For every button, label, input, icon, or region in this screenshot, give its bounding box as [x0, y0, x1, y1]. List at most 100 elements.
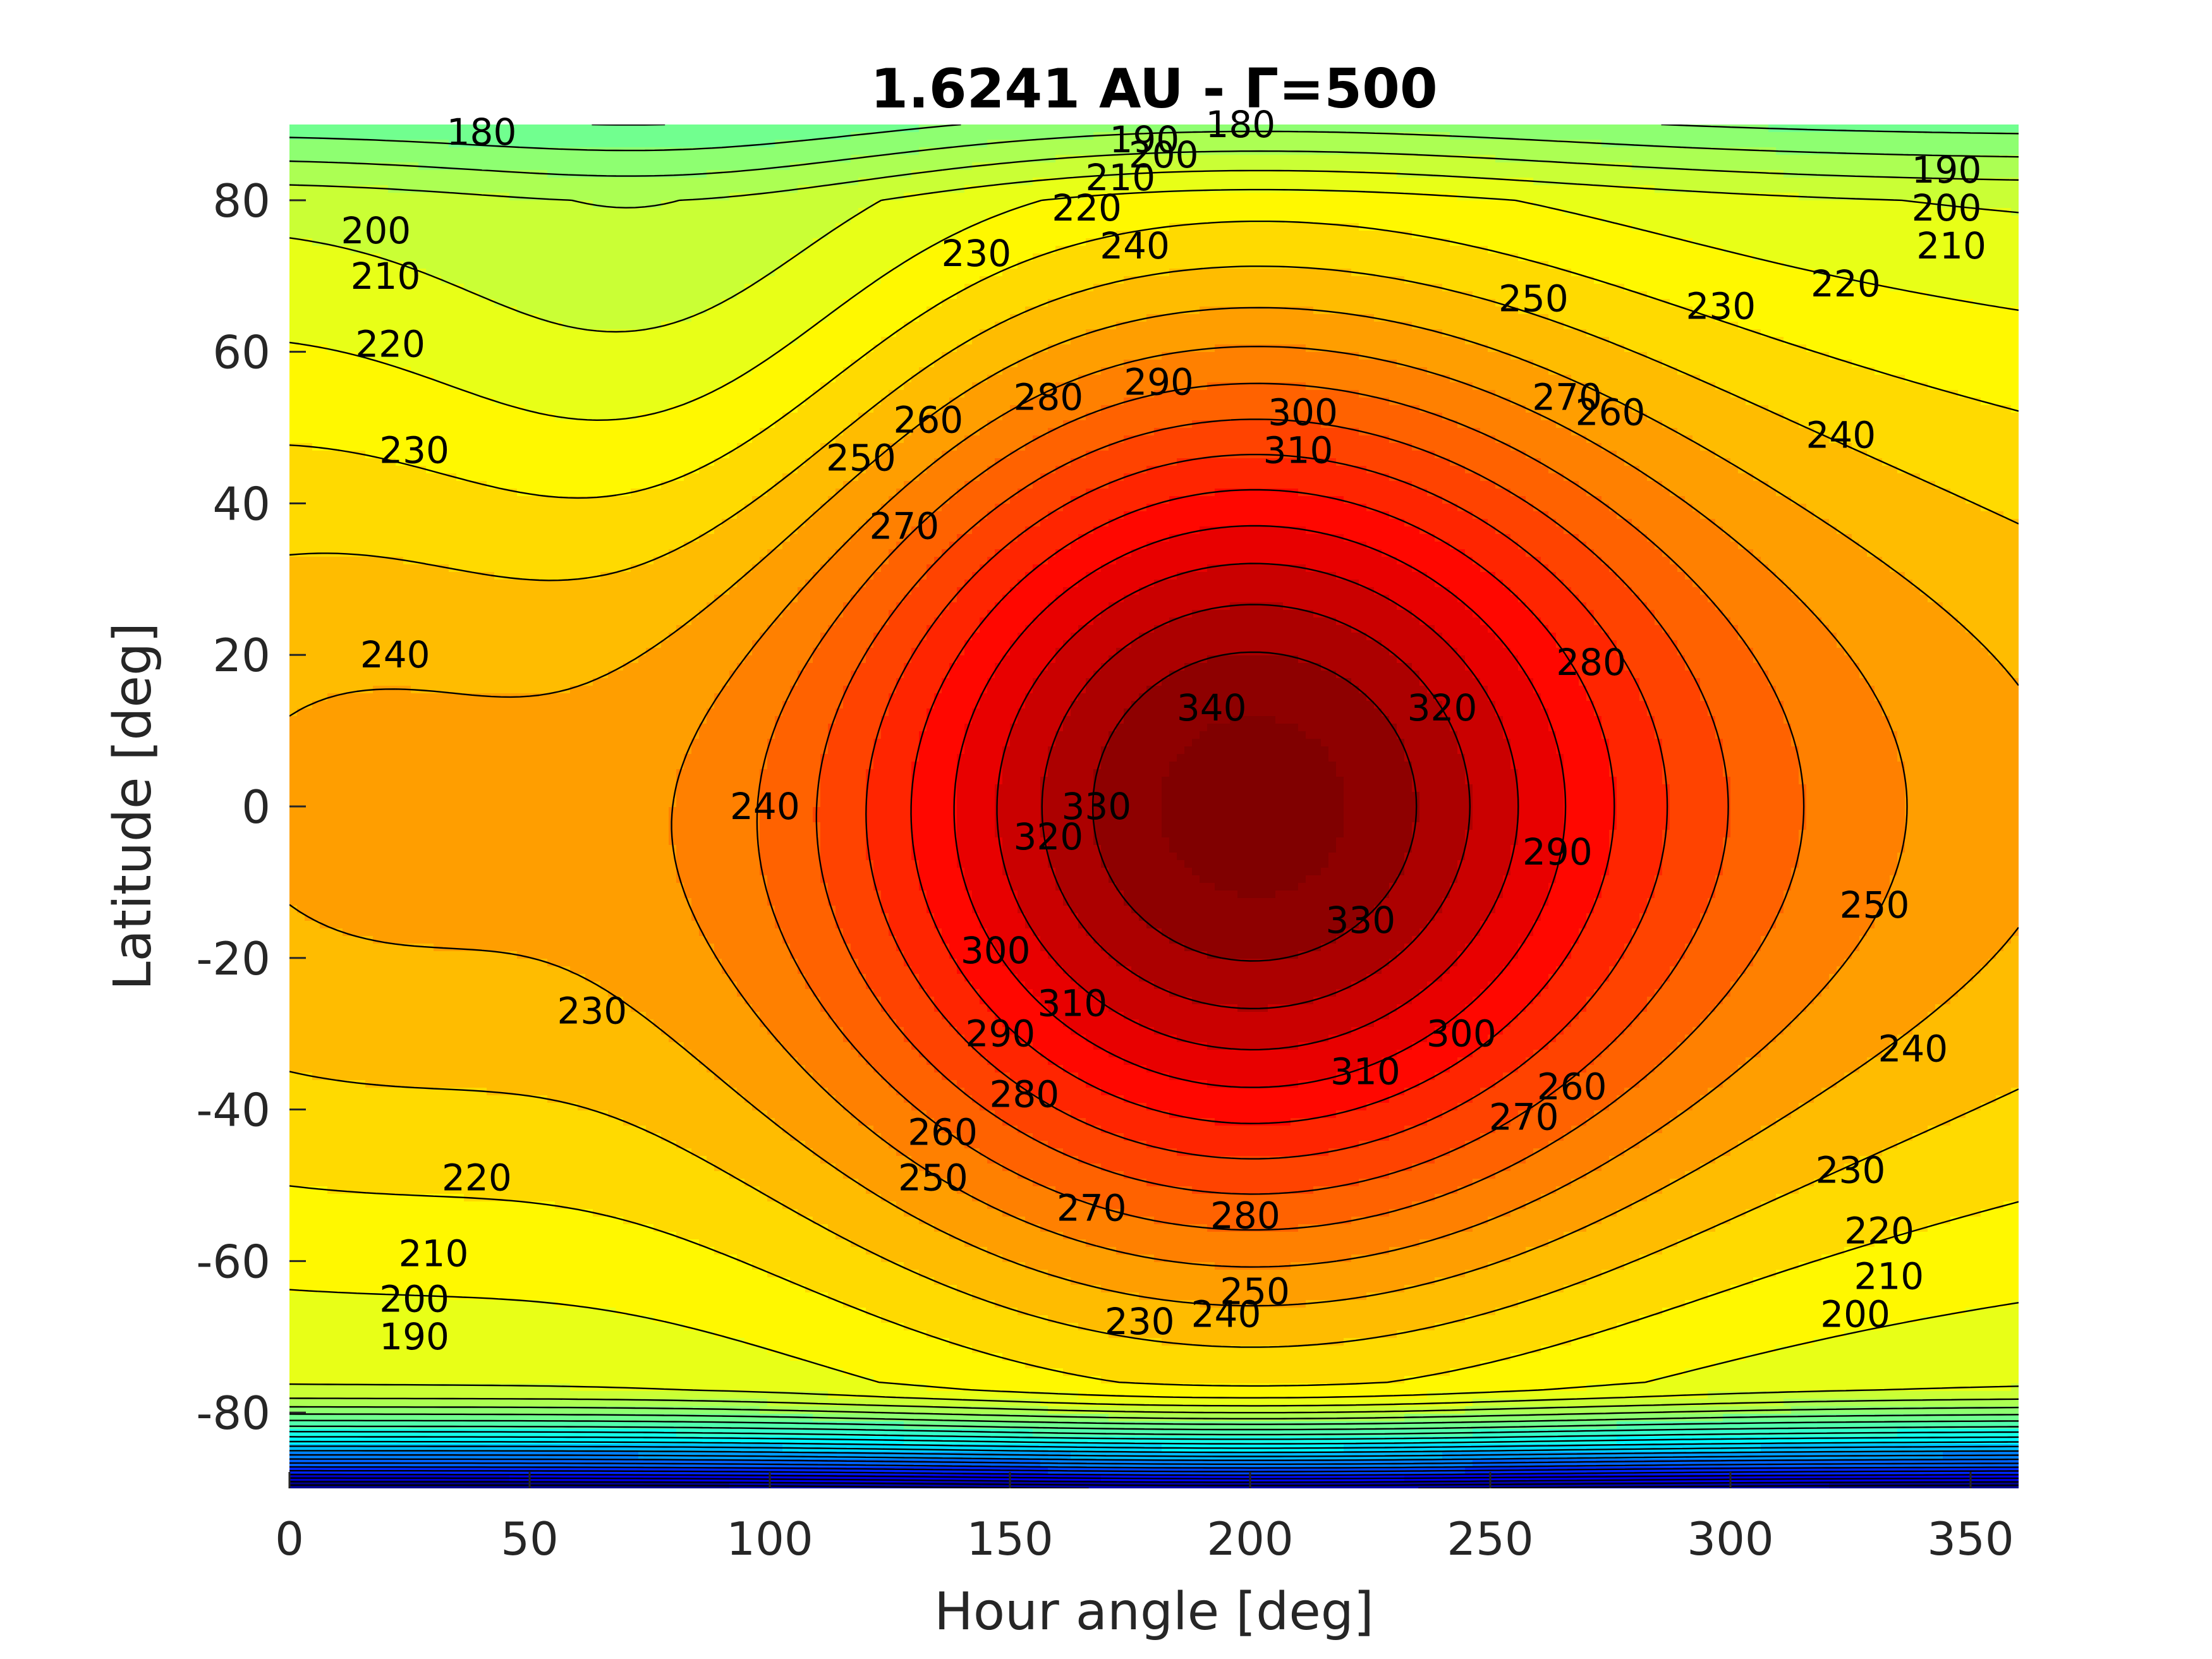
contour-line-90 — [289, 1458, 2019, 1465]
contour-line-30 — [289, 1481, 2019, 1486]
contour-label: 330 — [1061, 785, 1131, 828]
x-tick-label: 150 — [966, 1512, 1053, 1565]
y-tick-label: -60 — [196, 1235, 270, 1288]
contour-label: 310 — [1330, 1050, 1401, 1093]
contour-line-40 — [289, 1477, 2019, 1483]
y-axis-label: Latitude [deg] — [103, 623, 163, 990]
x-tick-label: 350 — [1927, 1512, 2014, 1565]
contour-label: 290 — [965, 1012, 1035, 1055]
contour-line-160 — [289, 1425, 2019, 1436]
contour-line-300 — [910, 489, 1615, 1124]
contour-line-110 — [289, 1450, 2019, 1457]
x-axis-label: Hour angle [deg] — [934, 1582, 1374, 1642]
contour-label: 210 — [351, 255, 421, 298]
contour-labels: 180 1801902002102202402301902002102202302… — [341, 103, 1986, 1358]
y-tick-label: -20 — [196, 932, 270, 985]
contour-label: 200 — [379, 1277, 449, 1320]
contour-line-190 — [289, 130, 2019, 1419]
contour-line-100 — [289, 1454, 2019, 1461]
y-tick-label: 60 — [212, 326, 270, 379]
y-tick-label: 40 — [212, 477, 270, 530]
contour-label: 240 — [1100, 224, 1170, 267]
chart-title: 1.6241 AU - Γ=500 — [870, 58, 1438, 121]
contour-label: 200 — [1820, 1292, 1890, 1335]
contour-label: 280 — [1210, 1194, 1280, 1237]
contour-label: 220 — [1811, 262, 1881, 305]
x-tick-label: 0 — [275, 1512, 304, 1565]
contour-label: 260 — [1576, 391, 1646, 434]
contour-label: 190 — [1912, 149, 1982, 191]
contour-label: 280 — [1556, 641, 1626, 684]
contour-label: 210 — [399, 1232, 469, 1275]
contour-label: 210 — [1854, 1255, 1924, 1297]
contour-label: 240 — [1878, 1028, 1948, 1071]
contour-line-320 — [996, 562, 1519, 1051]
contour-lines — [289, 125, 2019, 1488]
contour-line-270 — [756, 382, 1805, 1231]
contour-line-150 — [289, 1431, 2019, 1440]
contour-label: 180 — [1205, 103, 1275, 146]
contour-label: 250 — [1220, 1270, 1290, 1313]
contour-label: 230 — [1105, 1300, 1175, 1343]
contour-line-230 — [289, 221, 2019, 1387]
contour-label: 230 — [379, 429, 449, 472]
contour-line-140 — [289, 1436, 2019, 1445]
x-tick-label: 300 — [1687, 1512, 1773, 1565]
contour-label: 260 — [893, 399, 963, 442]
contour-label: 240 — [1191, 1292, 1261, 1335]
contour-label: 260 — [1537, 1066, 1607, 1109]
contour-label: 330 — [1325, 899, 1395, 942]
contour-label: 180 — [447, 111, 517, 154]
x-tick-label: 100 — [726, 1512, 813, 1565]
contour-line-220 — [289, 188, 2019, 1399]
contour-label: 290 — [1124, 361, 1194, 404]
contour-label: 250 — [1498, 277, 1569, 320]
contour-line-310 — [953, 525, 1567, 1088]
contour-label: 270 — [1057, 1186, 1127, 1229]
contour-label: 310 — [1037, 982, 1107, 1025]
contour-label: 270 — [1489, 1096, 1559, 1139]
contour-label: 260 — [908, 1111, 978, 1154]
contour-line-50 — [289, 1473, 2019, 1480]
contour-line-170 — [289, 125, 2019, 1431]
contour-label: 290 — [1522, 830, 1593, 873]
y-tick-label: 0 — [241, 781, 270, 834]
contour-line-180 — [289, 125, 2019, 1425]
contour-label: 250 — [826, 437, 896, 480]
x-axis-ticks: 0 50 100 150 200 250 300 350 — [275, 1472, 2014, 1565]
y-tick-label: -80 — [196, 1387, 270, 1440]
contour-line-80 — [289, 1462, 2019, 1469]
contour-label: 220 — [1844, 1209, 1914, 1252]
y-tick-label: -40 — [196, 1084, 270, 1137]
x-tick-label: 200 — [1206, 1512, 1293, 1565]
contour-label: 230 — [1816, 1148, 1886, 1191]
contour-line-260 — [671, 346, 1908, 1268]
contour-line-240 — [289, 265, 2019, 1348]
contour-label: 250 — [898, 1156, 968, 1199]
contour-line-250 — [289, 307, 2019, 1307]
contour-label: 310 — [1263, 429, 1334, 472]
contour-line-280 — [815, 418, 1729, 1195]
contour-label: 270 — [869, 504, 939, 547]
contour-line-70 — [289, 1466, 2019, 1473]
contour-line-290 — [865, 454, 1668, 1160]
contour-label: 300 — [1426, 1012, 1497, 1055]
contour-line-340 — [1091, 651, 1418, 962]
contour-label: 270 — [1532, 376, 1602, 419]
contour-fills — [289, 125, 2019, 1488]
y-tick-label: 20 — [212, 629, 270, 682]
contour-line-120 — [289, 1445, 2019, 1454]
contour-label: 220 — [355, 323, 425, 366]
plot-area — [289, 125, 2019, 1488]
contour-line-60 — [289, 1469, 2019, 1476]
contour-label: 190 — [1109, 118, 1179, 161]
contour-label: 240 — [360, 633, 430, 676]
contour-label: 200 — [1912, 186, 1982, 229]
contour-line-200 — [289, 150, 2019, 1414]
x-tick-label: 250 — [1447, 1512, 1533, 1565]
contour-label: 200 — [1129, 133, 1199, 176]
contour-label: 320 — [1407, 686, 1478, 729]
contour-label: 230 — [941, 232, 1011, 275]
contour-label: 210 — [1916, 224, 1986, 267]
